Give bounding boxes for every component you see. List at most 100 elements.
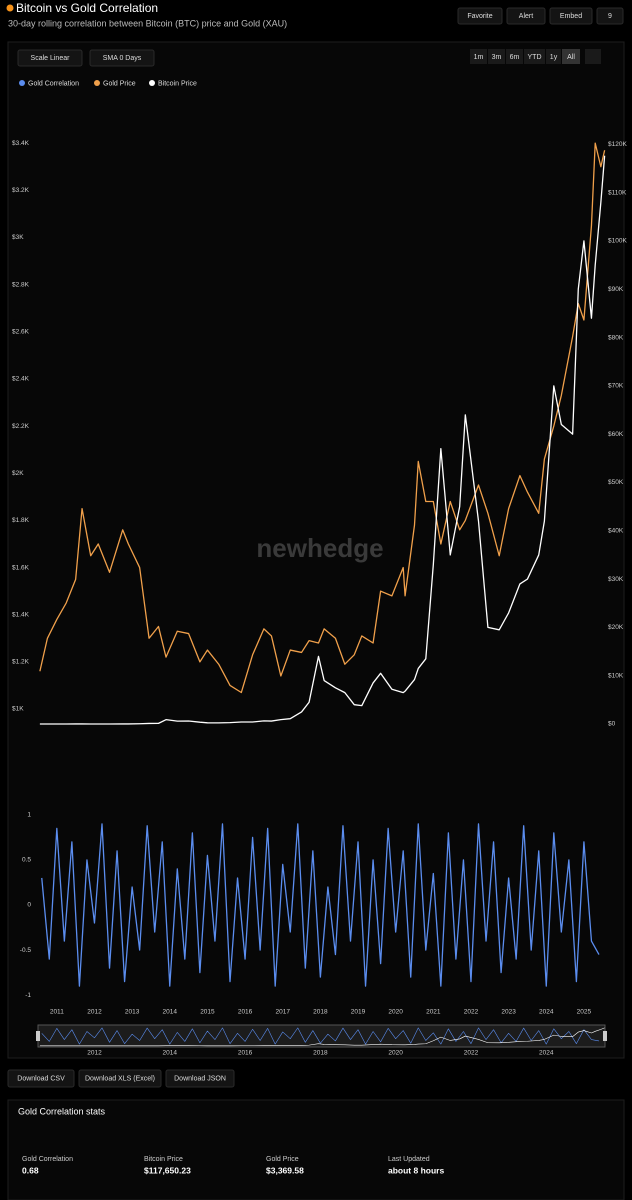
x-tick-label: 2024	[539, 1009, 554, 1016]
range-button[interactable]	[506, 49, 523, 64]
x-tick-label: 2018	[313, 1009, 328, 1016]
y2-tick-label: $80K	[608, 334, 624, 341]
navigator-tick-label: 2022	[464, 1050, 479, 1057]
camera-button[interactable]	[585, 49, 601, 64]
y-tick-label: $1.6K	[12, 564, 30, 571]
y-tick-label: $3.4K	[12, 140, 30, 147]
navigator-tick-label: 2024	[539, 1050, 554, 1057]
y-tick-label: $2.6K	[12, 328, 30, 335]
x-tick-label: 2019	[351, 1009, 366, 1016]
range-label: All	[567, 54, 575, 61]
action-button[interactable]	[506, 7, 546, 25]
action-button[interactable]	[457, 7, 503, 25]
y-tick-label: $1.2K	[12, 659, 30, 666]
y2-tick-label: $90K	[608, 286, 624, 293]
legend-label[interactable]: Bitcoin Price	[158, 80, 197, 87]
navigator-line	[41, 1027, 600, 1045]
x-tick-label: 2016	[238, 1009, 253, 1016]
x-tick-label: 2014	[163, 1009, 178, 1016]
control-dropdown[interactable]	[17, 49, 83, 67]
stat-label: Gold Price	[266, 1156, 299, 1163]
views-button-label: 9	[608, 13, 612, 20]
y-tick-label: 0	[27, 902, 31, 909]
y-tick-label: 0.5	[22, 857, 31, 864]
navigator-tick-label: 2016	[238, 1050, 253, 1057]
stat-value: $117,650.23	[144, 1165, 191, 1175]
y2-tick-label: $10K	[608, 672, 624, 679]
navigator-tick-label: 2018	[313, 1050, 328, 1057]
legend-dot	[149, 80, 155, 86]
navigator-tick-label: 2014	[163, 1050, 178, 1057]
action-button-label: Favorite	[467, 13, 492, 20]
legend-label[interactable]: Gold Correlation	[28, 80, 79, 87]
legend-label[interactable]: Gold Price	[103, 80, 136, 87]
y-tick-label: $2.2K	[12, 423, 30, 430]
download-button-label: Download XLS (Excel)	[85, 1075, 155, 1082]
action-button[interactable]	[549, 7, 593, 25]
navigator[interactable]	[37, 1024, 606, 1048]
download-button[interactable]	[165, 1069, 235, 1088]
y2-tick-label: $20K	[608, 624, 624, 631]
series-line	[41, 823, 600, 987]
stats-title: Gold Correlation stats	[18, 1106, 106, 1116]
navigator-tick-label: 2012	[87, 1050, 102, 1057]
y-tick-label: $2.4K	[12, 376, 30, 383]
download-button[interactable]	[7, 1069, 75, 1088]
control-dropdown[interactable]	[89, 49, 155, 67]
navigator-handle[interactable]	[603, 1031, 607, 1041]
navigator-tick-label: 2020	[388, 1050, 403, 1057]
range-button[interactable]	[470, 49, 487, 64]
stat-value: $3,369.58	[266, 1165, 304, 1175]
range-button[interactable]	[488, 49, 505, 64]
y-tick-label: $3.2K	[12, 187, 30, 194]
x-tick-label: 2020	[388, 1009, 403, 1016]
y2-tick-label: $40K	[608, 527, 624, 534]
stats-panel	[7, 1099, 625, 1200]
range-label: 1y	[550, 54, 558, 61]
download-button-label: Download CSV	[17, 1075, 65, 1082]
x-tick-label: 2025	[577, 1009, 592, 1016]
x-tick-label: 2023	[501, 1009, 516, 1016]
range-button[interactable]	[524, 49, 545, 64]
y2-tick-label: $60K	[608, 431, 624, 438]
action-button-label: Alert	[519, 13, 533, 20]
x-tick-label: 2015	[200, 1009, 215, 1016]
navigator-line	[39, 1027, 605, 1047]
range-label: 1m	[474, 54, 484, 61]
title-icon	[6, 4, 14, 12]
y-tick-label: $1.4K	[12, 611, 30, 618]
x-tick-label: 2013	[125, 1009, 140, 1016]
series-line	[39, 155, 606, 725]
action-button-label: Embed	[560, 13, 582, 20]
range-label: 6m	[510, 54, 520, 61]
x-tick-label: 2011	[50, 1009, 64, 1016]
range-label: 3m	[492, 54, 502, 61]
stat-value: about 8 hours	[388, 1165, 444, 1175]
views-button[interactable]	[596, 7, 624, 25]
y2-tick-label: $0	[608, 721, 616, 728]
legend-dot	[19, 80, 25, 86]
stat-label: Last Updated	[388, 1156, 430, 1163]
y2-tick-label: $70K	[608, 383, 624, 390]
x-tick-label: 2021	[426, 1009, 441, 1016]
y-tick-label: $1K	[12, 706, 24, 713]
navigator-handle[interactable]	[36, 1031, 40, 1041]
chart-panel	[7, 41, 625, 1059]
y-tick-label: -0.5	[20, 947, 32, 954]
y2-tick-label: $30K	[608, 576, 624, 583]
y-tick-label: $2K	[12, 470, 24, 477]
y-tick-label: $1.8K	[12, 517, 30, 524]
y-tick-label: $2.8K	[12, 281, 30, 288]
y-tick-label: $3K	[12, 234, 24, 241]
x-tick-label: 2017	[275, 1009, 290, 1016]
range-label: YTD	[528, 54, 542, 61]
range-button[interactable]	[562, 49, 580, 64]
y2-tick-label: $100K	[608, 238, 627, 245]
range-button[interactable]	[546, 49, 561, 64]
y2-tick-label: $120K	[608, 141, 627, 148]
y2-tick-label: $110K	[608, 189, 627, 196]
page-subtitle: 30-day rolling correlation between Bitco…	[8, 18, 287, 28]
y-tick-label: -1	[25, 992, 31, 999]
download-button[interactable]	[78, 1069, 162, 1088]
